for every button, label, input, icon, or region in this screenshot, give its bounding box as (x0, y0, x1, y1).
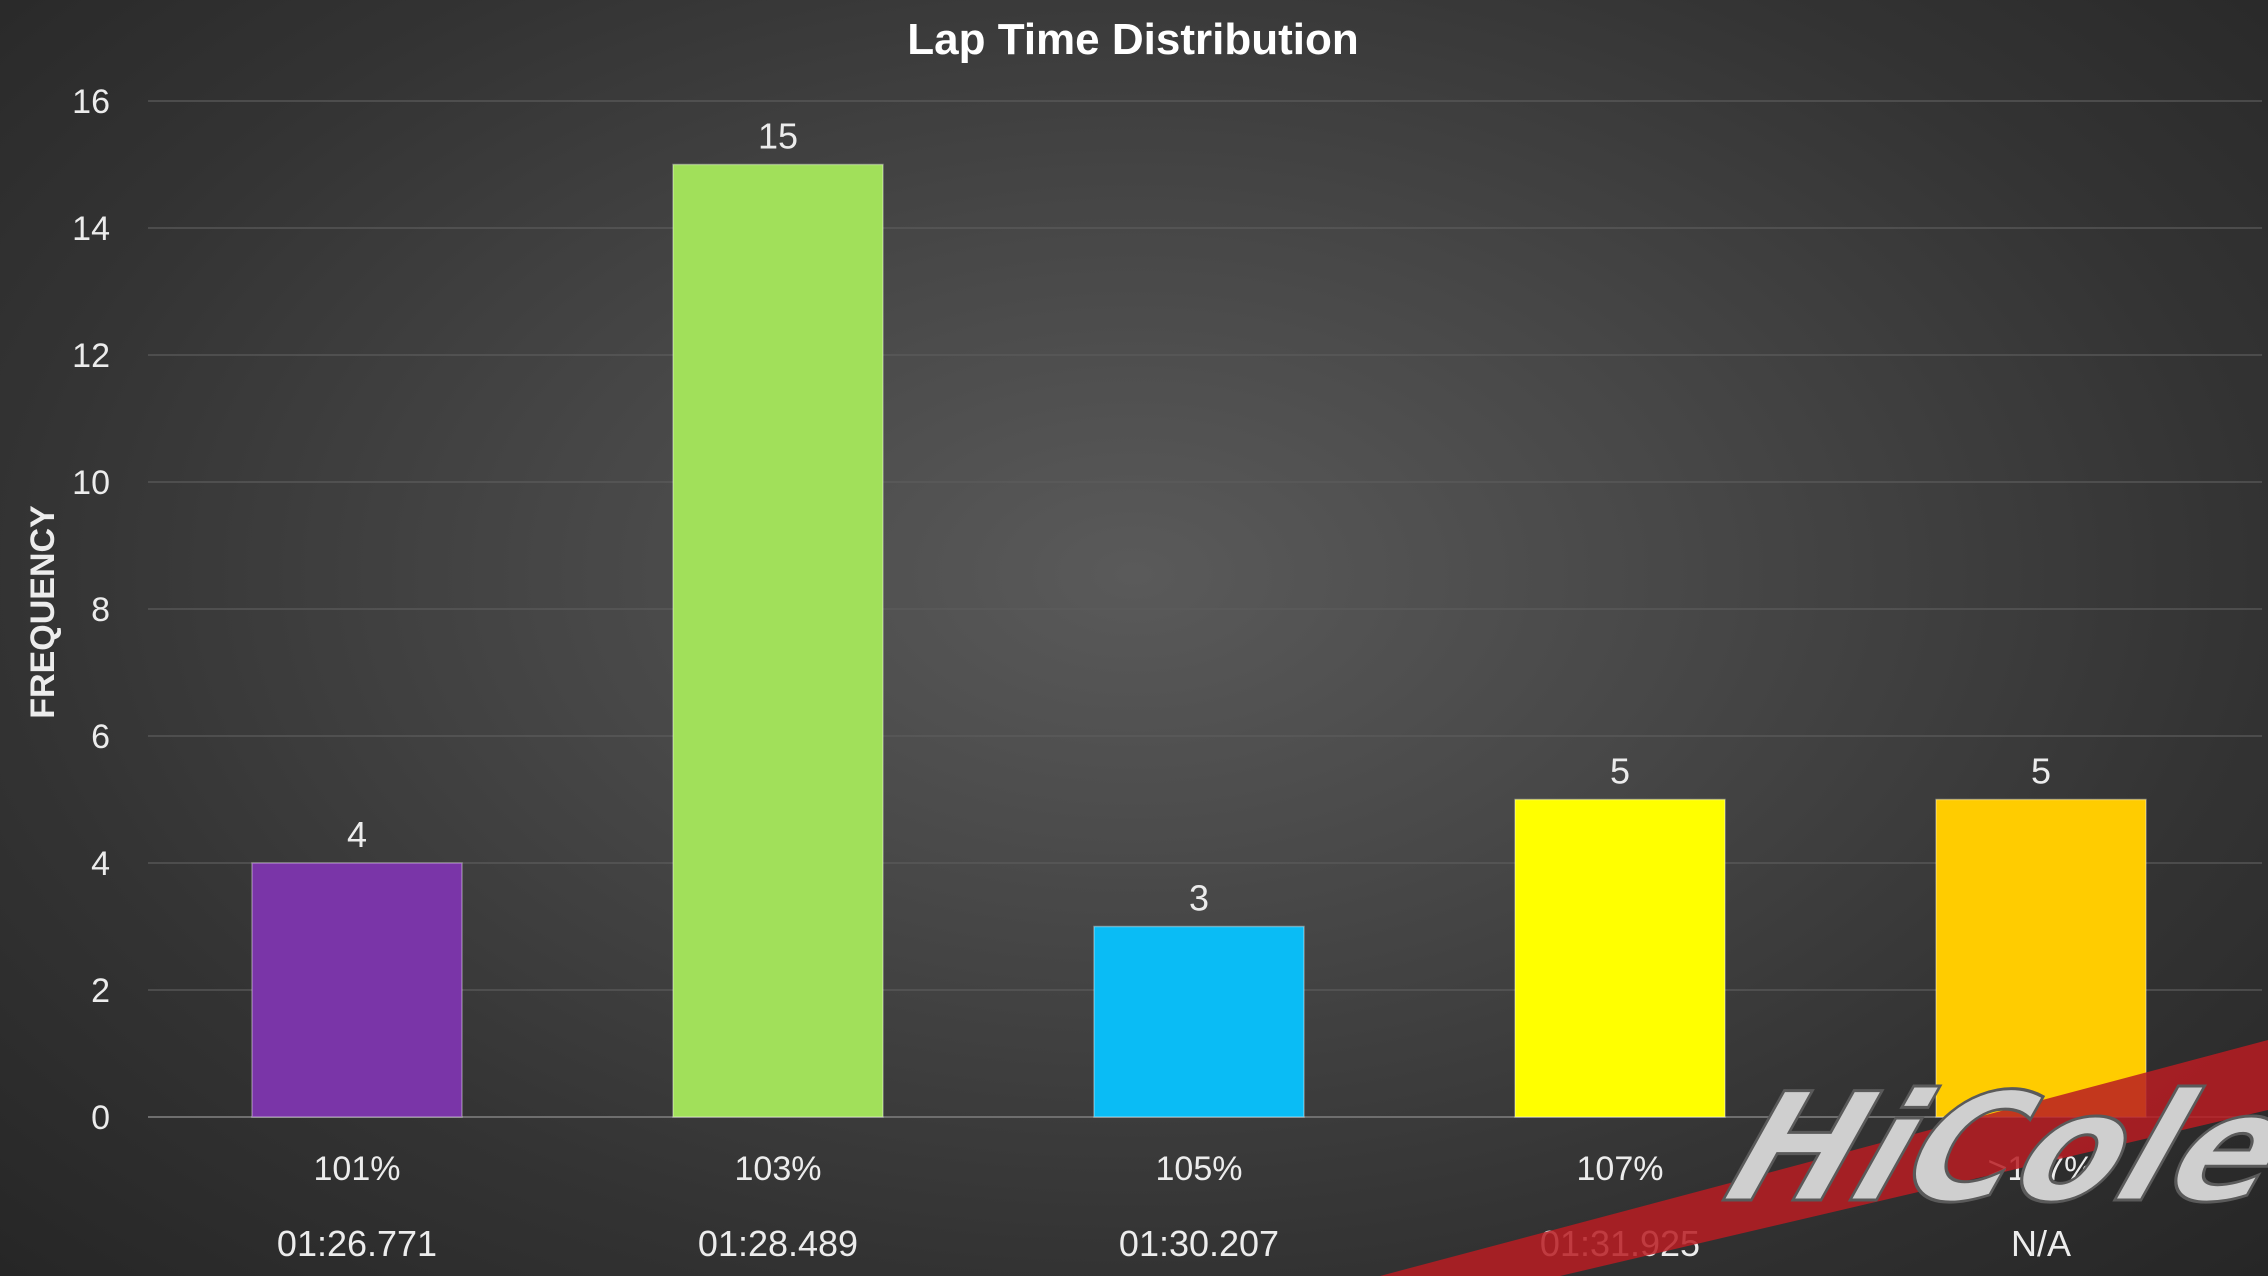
y-tick-label: 0 (91, 1099, 110, 1137)
x-tick-label: 107% (1577, 1150, 1664, 1188)
y-tick-label: 6 (91, 718, 110, 756)
data-label: 5 (1610, 751, 1630, 792)
y-tick-label: 14 (72, 210, 110, 248)
logo-text: HiCole (1707, 1061, 2268, 1236)
value-labels: 4 15 3 5 5 (347, 116, 2051, 919)
bars (251, 163, 2147, 1118)
y-tick-label: 4 (91, 845, 110, 883)
data-label: 5 (2031, 751, 2051, 792)
hicole-logo: HiCole (1380, 1040, 2268, 1276)
bar (251, 862, 463, 1118)
bar (1514, 798, 1726, 1118)
y-axis-label: FREQUENCY (24, 505, 62, 719)
y-tick-label: 8 (91, 591, 110, 629)
data-label: 4 (347, 814, 367, 855)
chart-title: Lap Time Distribution (907, 15, 1358, 64)
logo-stripe (1380, 1040, 2268, 1276)
data-label: 3 (1189, 878, 1209, 919)
y-tick-label: 12 (72, 337, 110, 375)
x-tick-label: 101% (314, 1150, 401, 1188)
x-tick-label: 103% (735, 1150, 822, 1188)
bar (1935, 798, 2147, 1118)
x-category-labels: 101% 103% 105% 107% >107% (314, 1150, 2095, 1188)
y-tick-labels: 0 2 4 6 8 10 12 14 16 (72, 83, 110, 1137)
x-time-label: N/A (2011, 1223, 2071, 1264)
y-tick-label: 16 (72, 83, 110, 121)
x-time-label: 01:28.489 (698, 1223, 858, 1264)
y-tick-label: 2 (91, 972, 110, 1010)
bar (672, 163, 884, 1118)
y-tick-label: 10 (72, 464, 110, 502)
grid-lines (148, 100, 2262, 1118)
x-time-label: 01:26.771 (277, 1223, 437, 1264)
data-label: 15 (758, 116, 798, 157)
x-time-label: 01:30.207 (1119, 1223, 1279, 1264)
bar (1093, 925, 1305, 1118)
x-tick-label: 105% (1156, 1150, 1243, 1188)
